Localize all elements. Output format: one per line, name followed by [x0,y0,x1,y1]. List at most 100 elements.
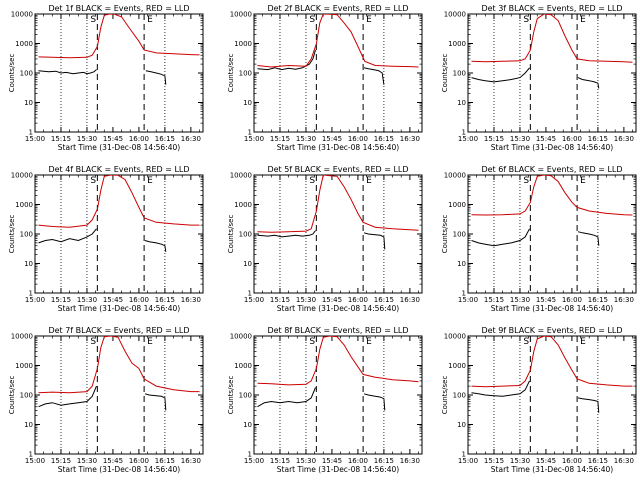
events-series-line [257,49,316,71]
x-tick-label: 15:30 [296,296,316,304]
y-tick-label: 1 [29,290,33,298]
y-axis-label: Counts/sec [227,215,235,254]
panel-det-4: Det 4f BLACK = Events, RED = LLD 1 10 100 10… [8,165,204,313]
panel-title: Det 4f BLACK = Events, RED = LLD [48,165,189,174]
x-tick-label: 16:15 [588,457,608,465]
y-tick-label: 1 [29,129,33,137]
y-tick-label: 1000 [448,201,466,209]
x-tick-label: 15:15 [270,457,290,465]
y-axis-label: Counts/sec [227,376,235,415]
y-tick-label: 10000 [444,11,466,19]
events-series-line [363,232,386,250]
events-series-line [144,240,167,252]
y-tick-label: 10 [243,260,252,268]
y-tick-label: 1000 [234,201,252,209]
y-tick-label: 10000 [11,172,33,180]
lld-series-line [38,336,200,394]
y-tick-label: 10000 [444,172,466,180]
events-series-line [471,67,530,83]
y-tick-label: 100 [239,392,252,400]
y-tick-label: 10000 [11,333,33,341]
lld-series-line [471,336,633,388]
panel-det-9: Det 9f BLACK = Events, RED = LLD 1 10 100 10… [441,326,637,474]
events-series-line [145,70,167,85]
x-tick-label: 16:00 [562,457,582,465]
x-tick-label: 16:15 [374,457,394,465]
y-axis-label: Counts/sec [441,54,449,93]
x-tick-label: 15:30 [77,457,97,465]
y-axis-label: Counts/sec [441,215,449,254]
y-tick-label: 10 [243,99,252,107]
x-tick-label: 16:30 [400,135,420,143]
lld-series-line [471,175,633,216]
x-tick-label: 15:30 [510,296,530,304]
y-tick-label: 1 [248,129,252,137]
y-tick-label: 10000 [230,333,252,341]
panel-title: Det 6f BLACK = Events, RED = LLD [481,165,622,174]
x-tick-label: 15:00 [244,296,264,304]
y-tick-label: 1 [29,451,33,459]
y-axis-label: Counts/sec [441,376,449,415]
plot-frame [253,335,423,455]
x-axis-label: Start Time (31-Dec-08 14:56:40) [277,465,399,474]
plot-frame [34,335,204,455]
panel-title: Det 2f BLACK = Events, RED = LLD [267,4,408,13]
y-tick-label: 10 [457,421,466,429]
y-axis-label: Counts/sec [227,54,235,93]
x-tick-label: 16:00 [562,296,582,304]
x-tick-label: 15:15 [484,135,504,143]
x-axis-label: Start Time (31-Dec-08 14:56:40) [491,304,613,313]
events-series-line [257,387,316,408]
x-tick-label: 16:00 [348,457,368,465]
y-tick-label: 10 [457,260,466,268]
end-marker-label: E [147,15,153,25]
x-tick-label: 15:00 [458,296,478,304]
x-tick-label: 15:30 [77,296,97,304]
x-axis-label: Start Time (31-Dec-08 14:56:40) [277,304,399,313]
events-series-line [577,397,600,413]
y-tick-label: 1 [462,290,466,298]
x-tick-label: 15:45 [322,296,342,304]
x-tick-label: 15:45 [322,135,342,143]
end-marker-label: E [580,15,586,25]
y-tick-label: 1000 [234,362,252,370]
plot-frame [467,13,637,133]
panel-det-8: Det 8f BLACK = Events, RED = LLD 1 10 100 10… [227,326,423,474]
events-series-line [144,393,167,411]
x-tick-label: 15:30 [296,135,316,143]
x-tick-label: 16:15 [155,457,175,465]
start-marker-label: S [90,176,96,186]
panel-det-1: Det 1f BLACK = Events, RED = LLD 1 10 100 10… [8,4,204,152]
x-tick-label: 15:00 [25,135,45,143]
panel-title: Det 9f BLACK = Events, RED = LLD [481,326,622,335]
plot-frame [467,335,637,455]
x-tick-label: 16:00 [348,135,368,143]
events-series-line [471,380,530,397]
y-tick-label: 1000 [15,201,33,209]
start-marker-label: S [90,15,96,25]
end-marker-label: E [366,15,372,25]
end-marker-label: E [366,337,372,347]
panel-det-3: Det 3f BLACK = Events, RED = LLD 1 10 100 10… [441,4,637,152]
x-tick-label: 16:00 [129,296,149,304]
end-marker-label: E [366,176,372,186]
x-tick-label: 16:00 [562,135,582,143]
events-series-line [471,228,530,247]
x-tick-label: 16:30 [181,135,201,143]
lld-series-line [38,175,200,228]
end-marker-label: E [147,176,153,186]
x-tick-label: 15:00 [458,457,478,465]
x-tick-label: 15:15 [51,457,71,465]
x-tick-label: 15:45 [103,135,123,143]
y-tick-label: 10000 [11,11,33,19]
x-tick-label: 15:15 [51,296,71,304]
x-tick-label: 15:00 [244,135,264,143]
x-tick-label: 16:00 [348,296,368,304]
x-axis-label: Start Time (31-Dec-08 14:56:40) [277,143,399,152]
x-tick-label: 16:30 [614,457,634,465]
plot-frame [253,13,423,133]
x-tick-label: 15:30 [77,135,97,143]
y-axis-label: Counts/sec [8,54,16,93]
x-tick-label: 15:30 [510,457,530,465]
